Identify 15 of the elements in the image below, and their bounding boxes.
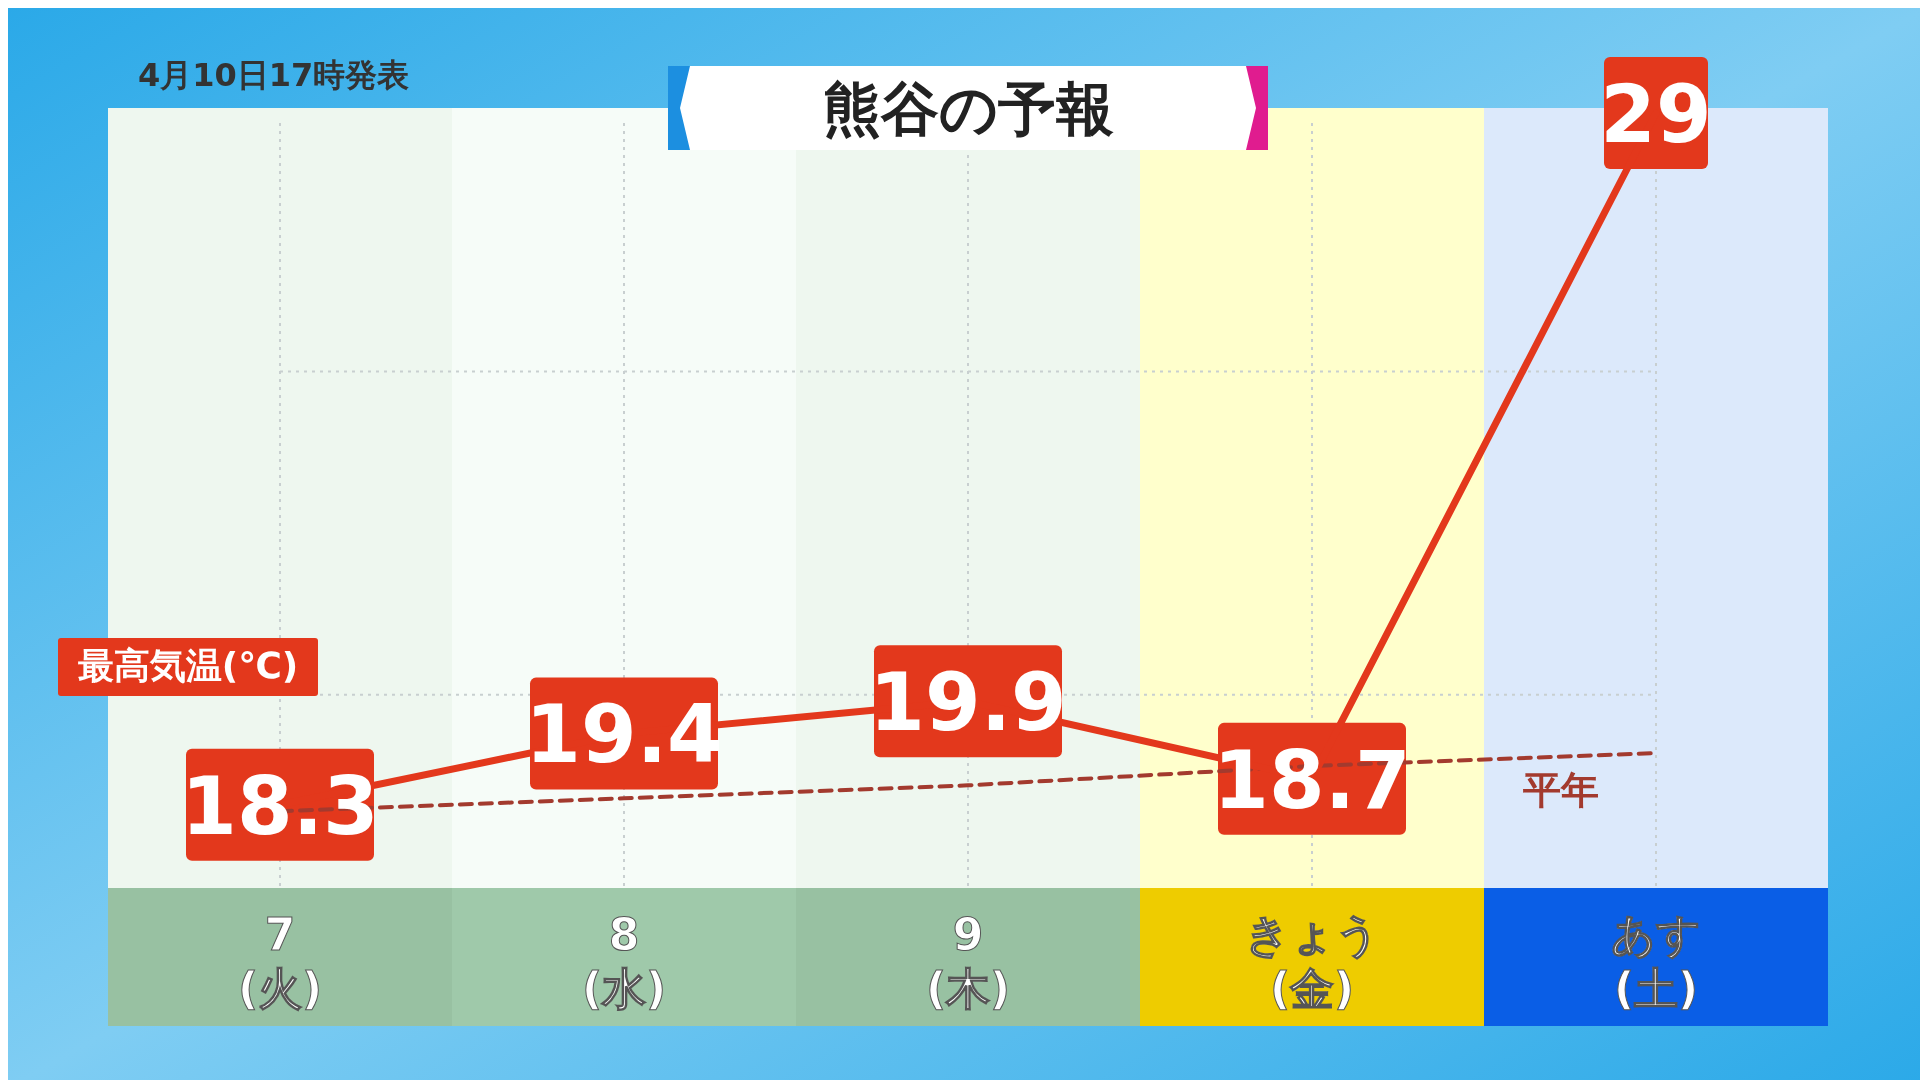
data-label: 18.3 bbox=[181, 759, 379, 853]
chart-title: 熊谷の予報 bbox=[822, 74, 1114, 143]
x-tick-label: あす (土) bbox=[1611, 909, 1701, 1014]
y-axis-title: 最高気温(℃) bbox=[77, 645, 299, 686]
x-tick-label: きょう (金) bbox=[1244, 909, 1380, 1014]
series-label: 平年 bbox=[1523, 768, 1599, 813]
x-tick-label: 9 (木) bbox=[925, 909, 1011, 1014]
data-label: 29 bbox=[1600, 67, 1712, 161]
data-label: 19.9 bbox=[869, 656, 1067, 750]
x-tick-label: 7 (火) bbox=[237, 909, 323, 1014]
data-label: 18.7 bbox=[1213, 733, 1411, 827]
title-banner: 熊谷の予報 bbox=[668, 66, 1268, 150]
x-tick-label: 8 (水) bbox=[581, 909, 667, 1014]
data-label: 19.4 bbox=[525, 688, 723, 782]
chart-subtitle: 4月10日17時発表 bbox=[138, 55, 410, 94]
